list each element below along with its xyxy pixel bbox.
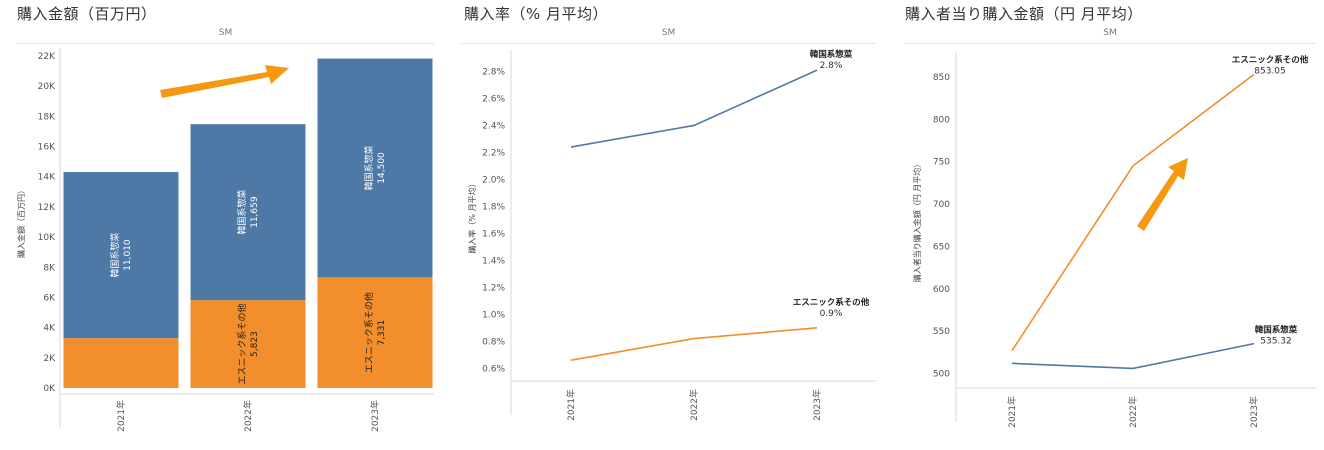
bar-value-label: 11,010 (123, 239, 133, 271)
bar-series-label: 韓国系惣菜 (236, 190, 248, 235)
series-end-name: エスニック系その他 (1232, 54, 1309, 65)
bar-value-label: 5,823 (250, 331, 260, 357)
y-tick-label: 750 (933, 158, 950, 168)
y-tick-label: 1.8% (482, 202, 505, 212)
y-tick-label: 500 (933, 370, 950, 380)
trend-arrow-icon (1137, 158, 1188, 231)
series-line-korean-deli (570, 69, 818, 148)
bar-segment-korean-deli (317, 58, 433, 278)
y-tick-label: 550 (933, 327, 950, 337)
chart-panel-purchase-rate: SM 購入率（% 月平均） 0.6% 0.8% 1.0% 1.2% 1.4% 1.6% 1.8… (461, 28, 876, 432)
y-tick-label: 850 (933, 73, 950, 83)
line-chart-svg: 購入率（% 月平均） 0.6% 0.8% 1.0% 1.2% 1.4% 1.6% 1.8% 2.… (467, 49, 876, 421)
x-tick-label: 2023年 (369, 400, 381, 432)
series-line-ethnic-other (1011, 73, 1255, 352)
chart-panel-purchase-amount: SM 購入金額（百万円） 0K 2K 4K 6K 8K 10K 12K 14K 16K 18K 20K… (17, 28, 434, 432)
series-end-value: 0.9% (820, 309, 843, 319)
bar-data-label: エスニック系その他 7,331 (363, 292, 387, 373)
y-axis-title: 購入者当り購入金額（円 月平均） (912, 160, 922, 283)
bar-value-label: 7,331 (377, 320, 387, 346)
y-tick-label: 2.6% (482, 94, 505, 104)
y-tick-label: 10K (38, 233, 56, 243)
panel-header: SM (904, 28, 1316, 44)
y-tick-label: 2.2% (482, 148, 505, 158)
y-tick-label: 2.4% (482, 121, 505, 131)
bar-segment-ethnic-other (63, 338, 179, 388)
bar-segment-ethnic-other (317, 277, 433, 388)
series-line-korean-deli (1011, 342, 1255, 370)
chart-title-purchase-amount: 購入金額（百万円） (17, 5, 157, 23)
y-tick-label: 6K (43, 293, 56, 303)
bar-data-label: 韓国系惣菜 11,659 (236, 190, 260, 235)
y-tick-label: 2.8% (482, 67, 505, 77)
y-tick-label: 4K (43, 324, 56, 334)
bar-value-label: 14,500 (377, 152, 387, 184)
series-end-name: 韓国系惣菜 (1255, 325, 1298, 336)
y-tick-label: 20K (38, 82, 56, 92)
y-tick-label: 0K (43, 384, 56, 394)
bar-data-label: 韓国系惣菜 14,500 (363, 145, 387, 190)
y-tick-label: 650 (933, 242, 950, 252)
chart-panel-amount-per-buyer: SM 購入者当り購入金額（円 月平均） 500 550 600 650 700 750 800… (904, 28, 1316, 432)
x-tick-label: 2021年 (565, 389, 577, 421)
bar-data-label: 韓国系惣菜 11,010 (109, 233, 133, 278)
y-tick-label: 0.6% (482, 364, 505, 374)
series-end-value: 853.05 (1254, 66, 1286, 76)
bar-chart-svg: 購入金額（百万円） 0K 2K 4K 6K 8K 10K 12K 14K 16K 18K 20K 22K… (17, 48, 434, 432)
x-tick-label: 2023年 (811, 389, 823, 421)
y-tick-label: 22K (38, 52, 56, 62)
chart-title-amount-per-buyer: 購入者当り購入金額（円 月平均） (905, 5, 1143, 23)
series-end-value: 2.8% (820, 61, 843, 71)
y-axis-title: 購入率（% 月平均） (467, 179, 477, 253)
series-end-name: エスニック系その他 (793, 297, 870, 308)
bar-series-label: エスニック系その他 (363, 292, 375, 373)
panel-header: SM (461, 28, 876, 44)
bar-segment-korean-deli (190, 124, 306, 301)
bar-value-label: 11,659 (250, 196, 260, 228)
y-axis-title: 購入金額（百万円） (17, 186, 26, 258)
y-tick-label: 0.8% (482, 337, 505, 347)
bar-series-label: 韓国系惣菜 (109, 233, 121, 278)
series-end-name: 韓国系惣菜 (810, 49, 853, 60)
x-tick-label: 2021年 (115, 400, 127, 432)
panel-header: SM (17, 28, 434, 44)
trend-arrow-icon (160, 65, 289, 98)
y-tick-label: 8K (43, 263, 56, 273)
y-tick-label: 800 (933, 115, 950, 125)
y-tick-label: 18K (38, 112, 56, 122)
bar-series-label: 韓国系惣菜 (363, 145, 375, 190)
line-chart-svg: 購入者当り購入金額（円 月平均） 500 550 600 650 700 750 800 850… (912, 52, 1316, 428)
bar-series-label: エスニック系その他 (236, 304, 248, 385)
chart-title-purchase-rate: 購入率（% 月平均） (464, 5, 609, 23)
y-tick-label: 1.2% (482, 283, 505, 293)
series-line-ethnic-other (570, 326, 818, 361)
x-tick-label: 2021年 (1006, 396, 1018, 428)
x-tick-label: 2022年 (1127, 396, 1139, 428)
y-tick-label: 2.0% (482, 175, 505, 185)
y-tick-label: 14K (38, 173, 56, 183)
series-end-value: 535.32 (1260, 337, 1292, 347)
bar-segment-korean-deli (63, 172, 179, 339)
y-tick-label: 600 (933, 285, 950, 295)
y-tick-label: 1.4% (482, 256, 505, 266)
x-tick-label: 2022年 (242, 400, 254, 432)
y-tick-label: 1.0% (482, 310, 505, 320)
y-tick-label: 700 (933, 200, 950, 210)
y-tick-label: 12K (38, 203, 56, 213)
bar-segment-ethnic-other (190, 300, 306, 388)
x-tick-label: 2022年 (688, 389, 700, 421)
bar-data-label: エスニック系その他 5,823 (236, 304, 260, 385)
y-tick-label: 16K (38, 143, 56, 153)
y-tick-label: 2K (43, 354, 56, 364)
x-tick-label: 2023年 (1248, 396, 1260, 428)
y-tick-label: 1.6% (482, 229, 505, 239)
